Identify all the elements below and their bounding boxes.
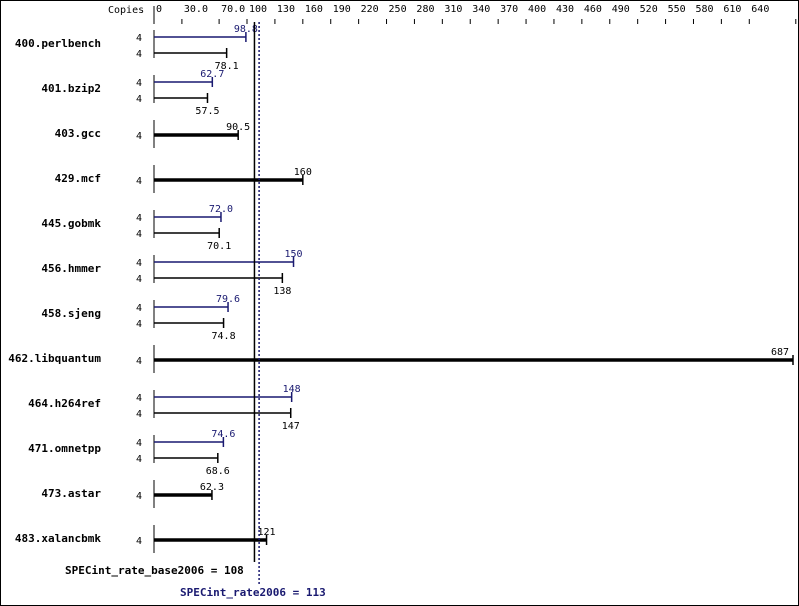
- axis-tick-label: 690: [798, 4, 799, 15]
- base-copies: 4: [136, 319, 142, 330]
- benchmark-name: 458.sjeng: [41, 307, 101, 320]
- axis-tick-label: 430: [556, 4, 574, 15]
- axis-tick-label: 70.0: [221, 4, 245, 15]
- benchmark-row: 401.bzip2 4 62.7 4 57.5: [41, 69, 224, 117]
- benchmark-row: 429.mcf 4 160: [55, 165, 312, 193]
- axis-label-copies: Copies: [108, 5, 144, 16]
- axis-tick-label: 580: [695, 4, 713, 15]
- axis-tick-label: 310: [444, 4, 462, 15]
- peak-value-label: 72.0: [209, 204, 233, 215]
- benchmark-row: 445.gobmk 4 72.0 4 70.1: [41, 204, 233, 252]
- axis-tick-label: 400: [528, 4, 546, 15]
- axis-tick-label: 0: [156, 4, 162, 15]
- peak-value-label: 62.7: [200, 69, 224, 80]
- benchmark-row: 400.perlbench 4 98.8 4 78.1: [15, 24, 258, 72]
- peak-summary-label: SPECint_rate2006 = 113: [180, 586, 326, 599]
- base-value-label: 57.5: [195, 106, 219, 117]
- combined-copies: 4: [136, 356, 142, 367]
- base-value-label: 138: [273, 286, 291, 297]
- combined-value-label: 62.3: [200, 482, 224, 493]
- axis-tick-label: 190: [333, 4, 351, 15]
- axis-tick-label: 250: [389, 4, 407, 15]
- axis-tick-label: 340: [472, 4, 490, 15]
- combined-copies: 4: [136, 536, 142, 547]
- peak-copies: 4: [136, 213, 142, 224]
- base-copies: 4: [136, 454, 142, 465]
- combined-value-label: 160: [294, 167, 312, 178]
- axis-tick-label: 100: [249, 4, 267, 15]
- base-value-label: 74.8: [212, 331, 236, 342]
- axis-tick-label: 160: [305, 4, 323, 15]
- benchmark-name: 445.gobmk: [41, 217, 101, 230]
- peak-value-label: 98.8: [234, 24, 258, 35]
- peak-copies: 4: [136, 303, 142, 314]
- base-summary-label: SPECint_rate_base2006 = 108: [65, 564, 244, 577]
- axis-tick-label: 30.0: [184, 4, 208, 15]
- base-copies: 4: [136, 49, 142, 60]
- combined-value-label: 687: [771, 347, 789, 358]
- axis-tick-label: 640: [751, 4, 769, 15]
- benchmark-name: 429.mcf: [55, 172, 101, 185]
- axis-tick-label: 370: [500, 4, 518, 15]
- benchmark-row: 473.astar 4 62.3: [41, 480, 224, 508]
- axis-tick-label: 280: [416, 4, 434, 15]
- base-copies: 4: [136, 229, 142, 240]
- combined-copies: 4: [136, 131, 142, 142]
- benchmark-name: 473.astar: [41, 487, 101, 500]
- peak-value-label: 79.6: [216, 294, 240, 305]
- base-copies: 4: [136, 274, 142, 285]
- peak-value-label: 74.6: [211, 429, 235, 440]
- axis-tick-label: 610: [723, 4, 741, 15]
- combined-value-label: 90.5: [226, 122, 250, 133]
- benchmark-name: 456.hmmer: [41, 262, 101, 275]
- benchmark-row: 458.sjeng 4 79.6 4 74.8: [41, 294, 240, 342]
- benchmark-name: 400.perlbench: [15, 37, 101, 50]
- benchmark-rows: 400.perlbench 4 98.8 4 78.1 401.bzip2 4 62.7 4 57…: [8, 24, 794, 553]
- combined-value-label: 121: [258, 527, 276, 538]
- base-value-label: 68.6: [206, 466, 230, 477]
- combined-copies: 4: [136, 176, 142, 187]
- benchmark-row: 456.hmmer 4 150 4 138: [41, 249, 302, 297]
- base-copies: 4: [136, 409, 142, 420]
- benchmark-name: 401.bzip2: [41, 82, 101, 95]
- benchmark-row: 403.gcc 4 90.5: [55, 120, 250, 148]
- axis-tick-label: 550: [668, 4, 686, 15]
- benchmark-row: 471.omnetpp 4 74.6 4 68.6: [28, 429, 235, 477]
- base-value-label: 147: [282, 421, 300, 432]
- peak-value-label: 150: [284, 249, 302, 260]
- combined-copies: 4: [136, 491, 142, 502]
- axis-tick-label: 490: [612, 4, 630, 15]
- axis-tick-label: 520: [640, 4, 658, 15]
- benchmark-row: 464.h264ref 4 148 4 147: [28, 384, 301, 432]
- benchmark-row: 462.libquantum 4 687: [8, 345, 794, 373]
- base-copies: 4: [136, 94, 142, 105]
- benchmark-name: 462.libquantum: [8, 352, 101, 365]
- benchmark-row: 483.xalancbmk 4 121: [15, 525, 276, 553]
- axis-tick-label: 130: [277, 4, 295, 15]
- benchmark-name: 483.xalancbmk: [15, 532, 101, 545]
- peak-value-label: 148: [283, 384, 301, 395]
- peak-copies: 4: [136, 258, 142, 269]
- benchmark-name: 403.gcc: [55, 127, 101, 140]
- base-value-label: 78.1: [215, 61, 239, 72]
- axis-tick-label: 220: [361, 4, 379, 15]
- axis-ticks: 0 30.0 70.0 100 130 160 190 220 250 280 310 340 370 4…: [153, 4, 799, 24]
- axis-tick-label: 460: [584, 4, 602, 15]
- peak-copies: 4: [136, 33, 142, 44]
- benchmark-name: 471.omnetpp: [28, 442, 101, 455]
- summary-lines: [253, 22, 260, 584]
- peak-copies: 4: [136, 393, 142, 404]
- peak-copies: 4: [136, 78, 142, 89]
- benchmark-name: 464.h264ref: [28, 397, 101, 410]
- base-value-label: 70.1: [207, 241, 231, 252]
- peak-copies: 4: [136, 438, 142, 449]
